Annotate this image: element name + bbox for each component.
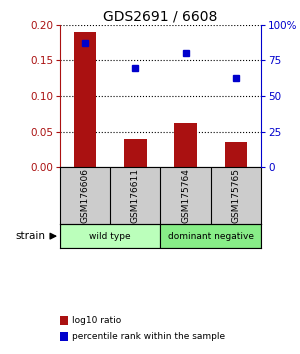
Text: GSM175764: GSM175764 — [181, 169, 190, 223]
Bar — [74, 32, 96, 167]
Text: GSM176606: GSM176606 — [81, 169, 90, 223]
Bar — [124, 139, 147, 167]
Text: percentile rank within the sample: percentile rank within the sample — [72, 332, 225, 341]
Text: strain: strain — [15, 231, 45, 241]
Text: log10 ratio: log10 ratio — [72, 316, 121, 325]
Bar — [174, 123, 197, 167]
Text: GSM176611: GSM176611 — [131, 169, 140, 223]
Bar — [160, 224, 261, 248]
Text: dominant negative: dominant negative — [168, 232, 254, 241]
Text: GSM175765: GSM175765 — [231, 169, 240, 223]
Bar — [60, 224, 160, 248]
Title: GDS2691 / 6608: GDS2691 / 6608 — [103, 10, 218, 24]
Text: wild type: wild type — [89, 232, 131, 241]
Bar — [225, 142, 247, 167]
